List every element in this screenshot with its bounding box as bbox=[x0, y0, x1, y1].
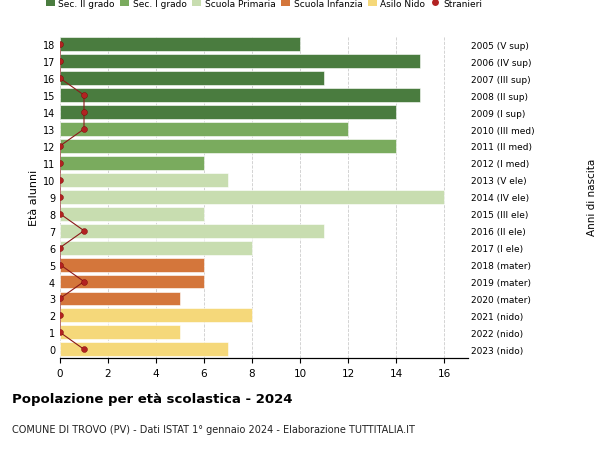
Bar bbox=[60, 342, 228, 357]
Point bbox=[55, 211, 65, 218]
Point bbox=[55, 41, 65, 49]
Bar bbox=[60, 55, 420, 69]
Bar bbox=[60, 38, 300, 52]
Point bbox=[55, 177, 65, 184]
Text: Popolazione per età scolastica - 2024: Popolazione per età scolastica - 2024 bbox=[12, 392, 293, 405]
Bar bbox=[60, 258, 204, 272]
Bar bbox=[60, 123, 348, 137]
Bar bbox=[60, 309, 252, 323]
Bar bbox=[60, 140, 396, 154]
Text: COMUNE DI TROVO (PV) - Dati ISTAT 1° gennaio 2024 - Elaborazione TUTTITALIA.IT: COMUNE DI TROVO (PV) - Dati ISTAT 1° gen… bbox=[12, 425, 415, 435]
Point bbox=[55, 143, 65, 150]
Point bbox=[55, 194, 65, 201]
Point bbox=[55, 160, 65, 167]
Bar bbox=[60, 157, 204, 170]
Bar bbox=[60, 224, 324, 238]
Point bbox=[79, 346, 89, 353]
Point bbox=[55, 329, 65, 336]
Bar bbox=[60, 207, 204, 221]
Point bbox=[79, 92, 89, 100]
Bar bbox=[60, 326, 180, 340]
Bar bbox=[60, 174, 228, 187]
Point bbox=[79, 228, 89, 235]
Point bbox=[55, 295, 65, 302]
Bar bbox=[60, 89, 420, 103]
Point bbox=[79, 126, 89, 134]
Point bbox=[55, 245, 65, 252]
Point bbox=[79, 278, 89, 285]
Y-axis label: Età alunni: Età alunni bbox=[29, 169, 38, 225]
Text: Anni di nascita: Anni di nascita bbox=[587, 159, 597, 236]
Bar bbox=[60, 241, 252, 255]
Bar bbox=[60, 72, 324, 86]
Bar bbox=[60, 190, 444, 204]
Point bbox=[55, 312, 65, 319]
Point bbox=[55, 75, 65, 83]
Point bbox=[79, 109, 89, 117]
Bar bbox=[60, 292, 180, 306]
Legend: Sec. II grado, Sec. I grado, Scuola Primaria, Scuola Infanzia, Asilo Nido, Stran: Sec. II grado, Sec. I grado, Scuola Prim… bbox=[42, 0, 486, 12]
Point bbox=[55, 58, 65, 66]
Point bbox=[55, 261, 65, 269]
Bar bbox=[60, 275, 204, 289]
Bar bbox=[60, 106, 396, 120]
